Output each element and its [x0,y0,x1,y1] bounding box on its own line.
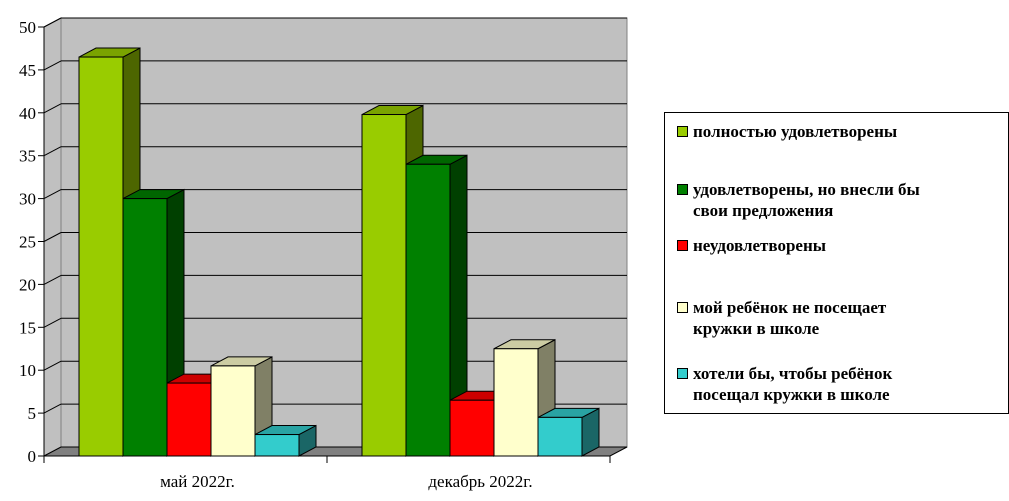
y-tick-label: 45 [19,61,36,80]
legend-label: хотели бы, чтобы ребёнок [693,364,893,383]
legend-swatch [677,302,688,313]
legend-item: неудовлетворены [677,235,1007,256]
legend-swatch [677,240,688,251]
legend-label: неудовлетворены [693,236,827,255]
legend-item: хотели бы, чтобы ребёнок посещал кружки в… [677,363,1007,405]
legend-swatch [677,184,688,195]
bar-front [537,416,583,457]
bar-front [405,163,451,457]
y-tick-label: 5 [28,404,37,423]
legend-label: удовлетворены, но внесли бы [693,180,920,199]
bar-front [361,114,407,457]
gridline-side [43,103,62,114]
gridline-side [43,60,62,71]
legend-label: мой ребёнок не посещает [693,298,887,317]
bar-front [210,365,256,457]
legend-item: удовлетворены, но внесли бы свои предложе… [677,179,1007,221]
bar-front [166,382,212,457]
y-tick-label: 35 [19,147,36,166]
legend-swatch [677,126,688,137]
x-category-label: декабрь 2022г. [428,472,532,491]
y-tick-label: 30 [19,190,36,209]
gridline-side [43,274,62,285]
legend-label: полностью удовлетворены [693,122,898,141]
legend-label: кружки в школе [693,319,820,338]
y-tick-label: 20 [19,275,36,294]
gridline-side [43,17,62,28]
y-tick-label: 0 [28,447,37,466]
legend-label: посещал кружки в школе [693,385,890,404]
bar-front [254,434,300,457]
gridline-side [43,189,62,200]
legend-item: полностью удовлетворены [677,121,1007,142]
y-tick-label: 10 [19,361,36,380]
legend-item: мой ребёнок не посещает кружки в школе [677,297,1007,339]
y-tick-label: 15 [19,318,36,337]
y-tick-label: 50 [19,18,36,37]
bar-front [449,399,495,457]
gridline-side [43,146,62,157]
chart-legend: полностью удовлетворены удовлетворены, но… [664,112,1009,414]
legend-swatch [677,368,688,379]
gridline-side [43,403,62,414]
gridline-side [43,232,62,242]
bar-front [122,198,168,457]
bar-front [493,348,539,457]
bar-front [78,56,124,457]
bar [122,188,185,457]
gridline-side [43,317,62,328]
x-category-label: май 2022г. [160,472,235,491]
y-tick-label: 25 [19,233,36,252]
gridline-side [43,360,62,371]
bar [537,407,600,457]
y-tick-label: 40 [19,104,36,123]
bar [254,424,317,457]
legend-label: свои предложения [693,201,834,220]
